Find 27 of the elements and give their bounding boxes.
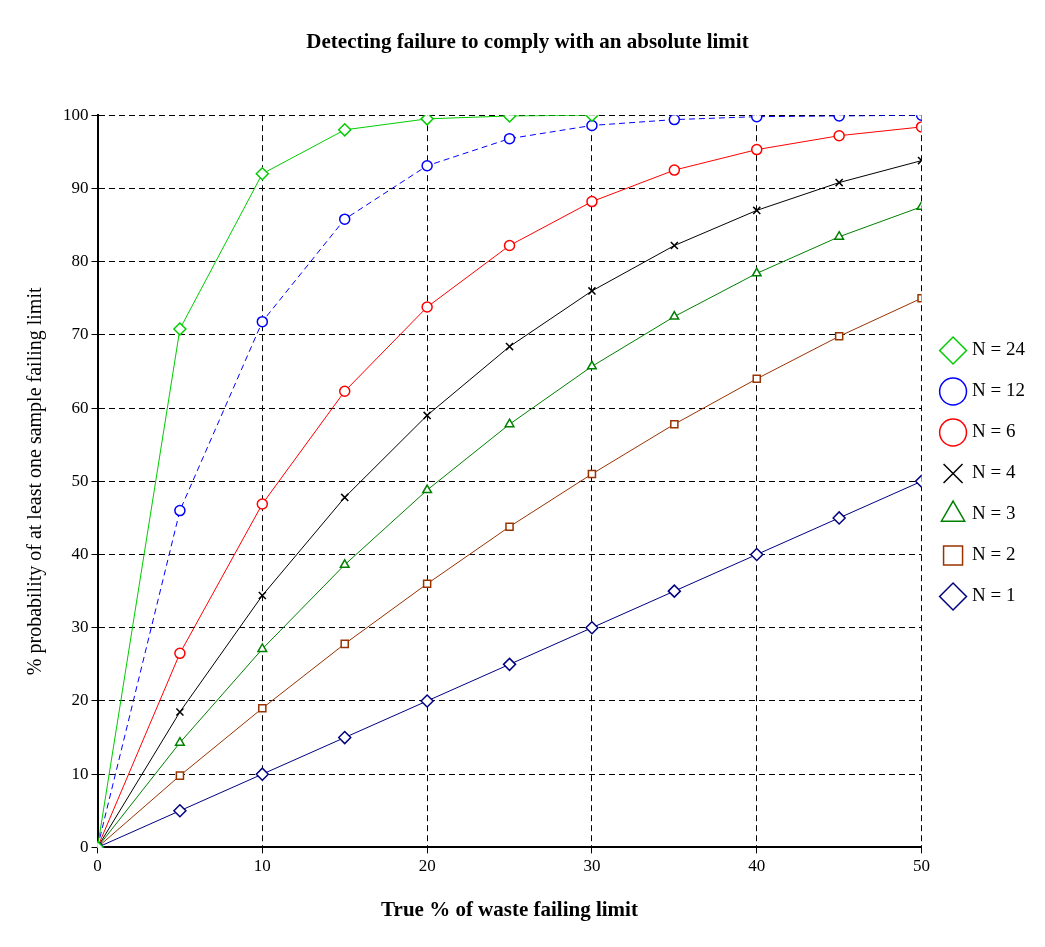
y-tick-label: 0 — [80, 836, 89, 856]
legend-label: N = 2 — [972, 543, 1016, 565]
legend-label: N = 1 — [972, 584, 1016, 606]
x-tick-label: 50 — [913, 856, 931, 876]
legend-label: N = 4 — [972, 461, 1016, 483]
y-tick-label: 60 — [71, 397, 89, 417]
x-tick-label: 20 — [418, 856, 436, 876]
x-tick-label: 0 — [93, 856, 102, 876]
legend-label: N = 6 — [972, 420, 1016, 442]
y-axis-title: % probability of at least one sample failing limit — [23, 287, 47, 676]
x-axis-title: True % of waste failing limit — [381, 896, 638, 921]
x-tick-label: 40 — [748, 856, 766, 876]
y-tick-label: 20 — [71, 690, 89, 710]
y-tick-label: 100 — [63, 104, 89, 124]
x-tick-label: 30 — [583, 856, 601, 876]
y-tick-label: 90 — [71, 177, 89, 197]
legend-label: N = 24 — [972, 338, 1026, 360]
y-tick-label: 70 — [71, 324, 89, 344]
y-tick-label: 50 — [71, 470, 89, 490]
chart-title: Detecting failure to comply with an absolute limit — [306, 29, 749, 54]
y-tick-label: 30 — [71, 617, 89, 637]
legend-label: N = 12 — [972, 379, 1025, 401]
legend-label: N = 3 — [972, 502, 1016, 524]
y-tick-label: 40 — [71, 543, 89, 563]
y-tick-label: 10 — [71, 763, 89, 783]
y-tick-label: 80 — [71, 251, 89, 271]
x-tick-label: 10 — [253, 856, 271, 876]
